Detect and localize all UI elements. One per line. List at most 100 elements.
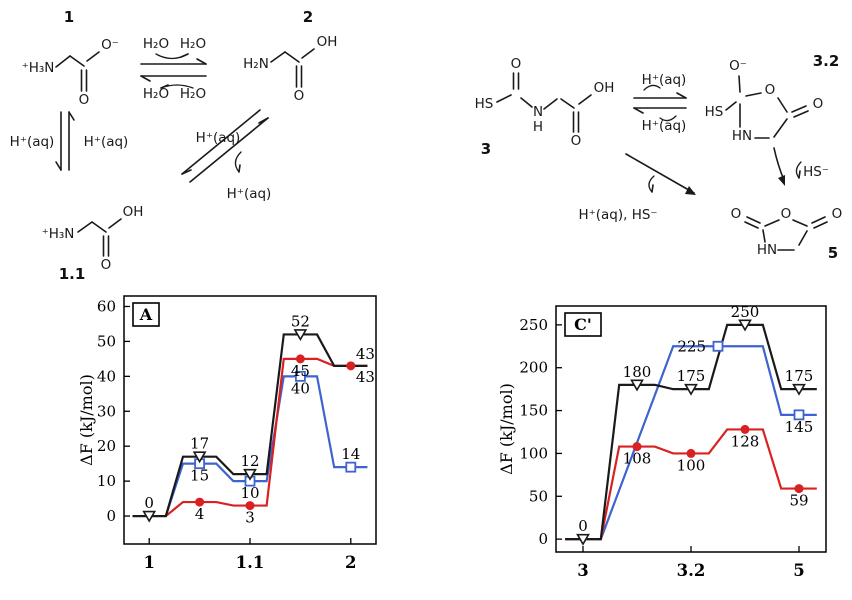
ammonium-label: ⁺H₃N	[22, 60, 55, 76]
value-label-blue: 40	[291, 379, 310, 397]
ring-nh-label: HN	[757, 242, 777, 258]
data-marker-square	[345, 461, 357, 473]
data-marker-square	[712, 340, 724, 352]
thiol-label: HS	[705, 104, 724, 120]
data-marker-circle	[740, 424, 750, 434]
value-label-blue: 14	[341, 445, 360, 463]
y-tick-label: 40	[97, 367, 116, 385]
y-tick-label: 50	[97, 332, 116, 350]
glycine-protonation-scheme: 1 ⁺H₃N O O⁻ H₂O H₂O H₂O H₂O 2 H₂N O OH	[10, 8, 338, 283]
y-tick-label: 0	[106, 507, 116, 525]
proton-label: H⁺(aq)	[642, 118, 687, 134]
y-tick-label: 150	[519, 402, 548, 420]
y-tick-label: 100	[519, 444, 548, 462]
panel-label-box	[132, 302, 160, 327]
value-label-red: 59	[789, 492, 808, 510]
water-equilibrium-arrows: H₂O H₂O H₂O H₂O	[140, 36, 207, 102]
value-label-black: 17	[190, 435, 209, 453]
carbonyl-o-label: O	[101, 257, 112, 273]
panel-label: C'	[574, 315, 592, 334]
value-label-black: 0	[578, 517, 588, 535]
value-label-blue: 145	[785, 418, 814, 436]
proton-label: H⁺(aq)	[642, 72, 687, 88]
data-marker-triangle	[576, 533, 590, 546]
ring-nh-label: HN	[732, 128, 752, 144]
ammonium-label: ⁺H₃N	[42, 226, 75, 242]
value-label-blue: 10	[240, 484, 259, 502]
data-marker-triangle	[630, 379, 644, 392]
value-label-black: 180	[623, 363, 652, 381]
compound-5-label: 5	[828, 244, 838, 262]
value-label-black: 52	[291, 312, 310, 330]
value-label-black: 175	[677, 367, 706, 385]
compound-5-nca: O HN O O 5	[731, 206, 843, 262]
series-black	[565, 323, 817, 541]
y-axis-label: ΔF (kJ/mol)	[498, 383, 516, 475]
proton-equilibrium-3-32: H⁺(aq) H⁺(aq)	[633, 72, 687, 134]
data-marker-square	[294, 370, 306, 382]
proton-label: H⁺(aq)	[227, 186, 272, 202]
compound-3-label: 3	[481, 140, 491, 158]
nitrogen-label: N	[533, 104, 543, 120]
x-tick-label: 3	[577, 561, 588, 580]
data-marker-circle	[195, 497, 205, 507]
arrow-3-to-5: H⁺(aq), HS⁻	[578, 153, 696, 223]
y-tick-label: 30	[97, 402, 116, 420]
value-label-black: 250	[731, 303, 760, 321]
data-marker-square	[793, 409, 805, 421]
exocyclic-o-label: O	[731, 206, 742, 222]
bisulfide-label: HS⁻	[803, 164, 829, 180]
compound-2-neutral-glycine: 2 H₂N O OH	[243, 8, 337, 104]
compound-3-2-label: 3.2	[813, 52, 840, 70]
compound-3-thiocarbamate: O HS N H O OH 3	[475, 56, 615, 158]
value-label-black: 43	[356, 345, 375, 363]
panel-label-box	[564, 312, 602, 337]
y-tick-label: 20	[97, 437, 116, 455]
carbonyl-o-label: O	[79, 92, 90, 108]
water-label: H₂O	[180, 86, 206, 102]
value-label-blue: 225	[677, 337, 706, 355]
proton-label: H⁺(aq)	[84, 134, 129, 150]
y-tick-label: 50	[529, 487, 548, 505]
data-marker-triangle	[142, 510, 157, 523]
x-tick-label: 1.1	[236, 553, 265, 572]
ring-oxygen-label: O	[765, 82, 776, 98]
thiol-label: HS	[475, 96, 494, 112]
vertical-proton-equilibrium: H⁺(aq) H⁺(aq)	[10, 111, 129, 171]
data-marker-circle	[346, 361, 356, 371]
compound-1-1-cation: ⁺H₃N O OH 1.1	[42, 204, 144, 283]
water-label: H₂O	[143, 86, 169, 102]
value-label-black: 12	[240, 452, 259, 470]
water-label: H₂O	[143, 36, 169, 52]
free-energy-profile-C-prime: 0 50 100 150 200 250 3 3.2 5 ΔF (kJ/mol) C' 225 145 1…	[498, 303, 827, 580]
compound-32-cyclic-intermediate: 3.2 O⁻ HS O HN O	[705, 52, 840, 144]
carboxylate-o-label: O⁻	[101, 37, 119, 53]
exocyclic-o-label: O	[813, 96, 824, 112]
hydroxyl-label: OH	[594, 80, 615, 96]
y-tick-label: 250	[519, 316, 548, 334]
alkoxide-o-label: O⁻	[729, 58, 747, 74]
compound-1-1-label: 1.1	[59, 265, 86, 283]
data-marker-triangle	[684, 383, 698, 396]
value-label-red: 3	[245, 509, 255, 527]
exocyclic-o-label: O	[832, 206, 843, 222]
carbonyl-o-label: O	[571, 133, 582, 149]
value-label-red: 4	[195, 505, 205, 523]
data-marker-triangle	[792, 383, 806, 396]
diagonal-proton-equilibrium: H⁺(aq) H⁺(aq)	[181, 109, 272, 202]
x-tick-label: 2	[345, 553, 356, 572]
data-marker-circle	[295, 354, 305, 364]
arrow-32-to-5: HS⁻	[773, 147, 829, 186]
data-marker-triangle	[192, 451, 207, 464]
x-tick-label: 3.2	[677, 561, 706, 580]
nca-formation-scheme: O HS N H O OH 3 H⁺(aq) H⁺(aq) 3.2 O⁻	[475, 52, 843, 262]
value-label-blue: 15	[190, 467, 209, 485]
y-axis-label: ΔF (kJ/mol)	[78, 374, 96, 466]
hydroxyl-label: OH	[123, 204, 144, 220]
data-marker-circle	[686, 448, 696, 458]
compound-1-label: 1	[64, 8, 74, 26]
amine-label: H₂N	[243, 56, 269, 72]
data-marker-circle	[632, 442, 642, 452]
